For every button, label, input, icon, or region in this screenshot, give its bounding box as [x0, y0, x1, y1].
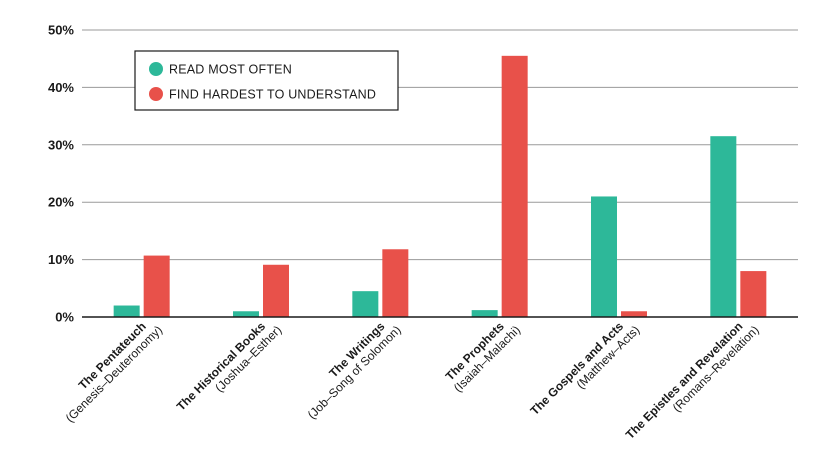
legend-swatch-find-hardest — [149, 87, 163, 101]
y-tick-label: 20% — [48, 195, 74, 210]
y-tick-label: 0% — [55, 310, 74, 325]
x-category-name: The Historical Books — [174, 319, 269, 414]
x-category-label: The Epistles and Revelation(Romans–Revel… — [623, 319, 762, 442]
x-category-label: The Writings(Job–Song of Solomon) — [305, 319, 404, 422]
bar-find-hardest-2 — [263, 264, 289, 317]
x-category-range: (Genesis–Deuteronomy) — [63, 323, 165, 425]
bar-read-most-often-6 — [710, 136, 737, 317]
x-category-name: The Gospels and Acts — [527, 319, 626, 418]
x-category-range: (Job–Song of Solomon) — [305, 323, 404, 422]
legend-label-read-most-often: READ MOST OFTEN — [169, 63, 292, 77]
bar-read-most-often-1 — [113, 305, 140, 317]
bar-find-hardest-5 — [621, 311, 647, 317]
y-tick-label: 10% — [48, 252, 74, 267]
bar-read-most-often-2 — [233, 311, 259, 317]
legend-swatch-read-most-often — [149, 62, 163, 76]
bars — [113, 55, 767, 318]
x-category-label: The Pentateuch(Genesis–Deuteronomy) — [63, 319, 165, 425]
x-category-label: The Prophets(Isaiah–Malachi) — [443, 319, 523, 395]
x-category-label: The Gospels and Acts(Matthew–Acts) — [527, 319, 642, 418]
x-category-name: The Epistles and Revelation — [623, 319, 746, 442]
bar-find-hardest-6 — [740, 271, 767, 317]
bar-read-most-often-5 — [591, 196, 617, 317]
x-category-range: (Romans–Revelation) — [670, 323, 762, 415]
x-axis-category-labels: The Pentateuch(Genesis–Deuteronomy) The H… — [63, 319, 762, 442]
legend-label-find-hardest: FIND HARDEST TO UNDERSTAND — [169, 88, 376, 102]
x-category-label: The Historical Books(Joshua–Esther) — [174, 319, 285, 414]
y-tick-label: 30% — [48, 137, 74, 152]
bar-read-most-often-3 — [352, 291, 379, 317]
y-tick-label: 50% — [48, 23, 74, 38]
y-tick-label: 40% — [48, 80, 74, 95]
y-axis-tick-labels: 0% 10% 20% 30% 40% 50% — [48, 23, 74, 325]
legend: READ MOST OFTEN FIND HARDEST TO UNDERSTA… — [134, 50, 399, 111]
bar-find-hardest-4 — [501, 55, 528, 318]
bar-read-most-often-4 — [471, 310, 498, 317]
legend-box — [134, 50, 399, 111]
bar-find-hardest-1 — [143, 255, 170, 317]
bar-find-hardest-3 — [382, 249, 409, 317]
